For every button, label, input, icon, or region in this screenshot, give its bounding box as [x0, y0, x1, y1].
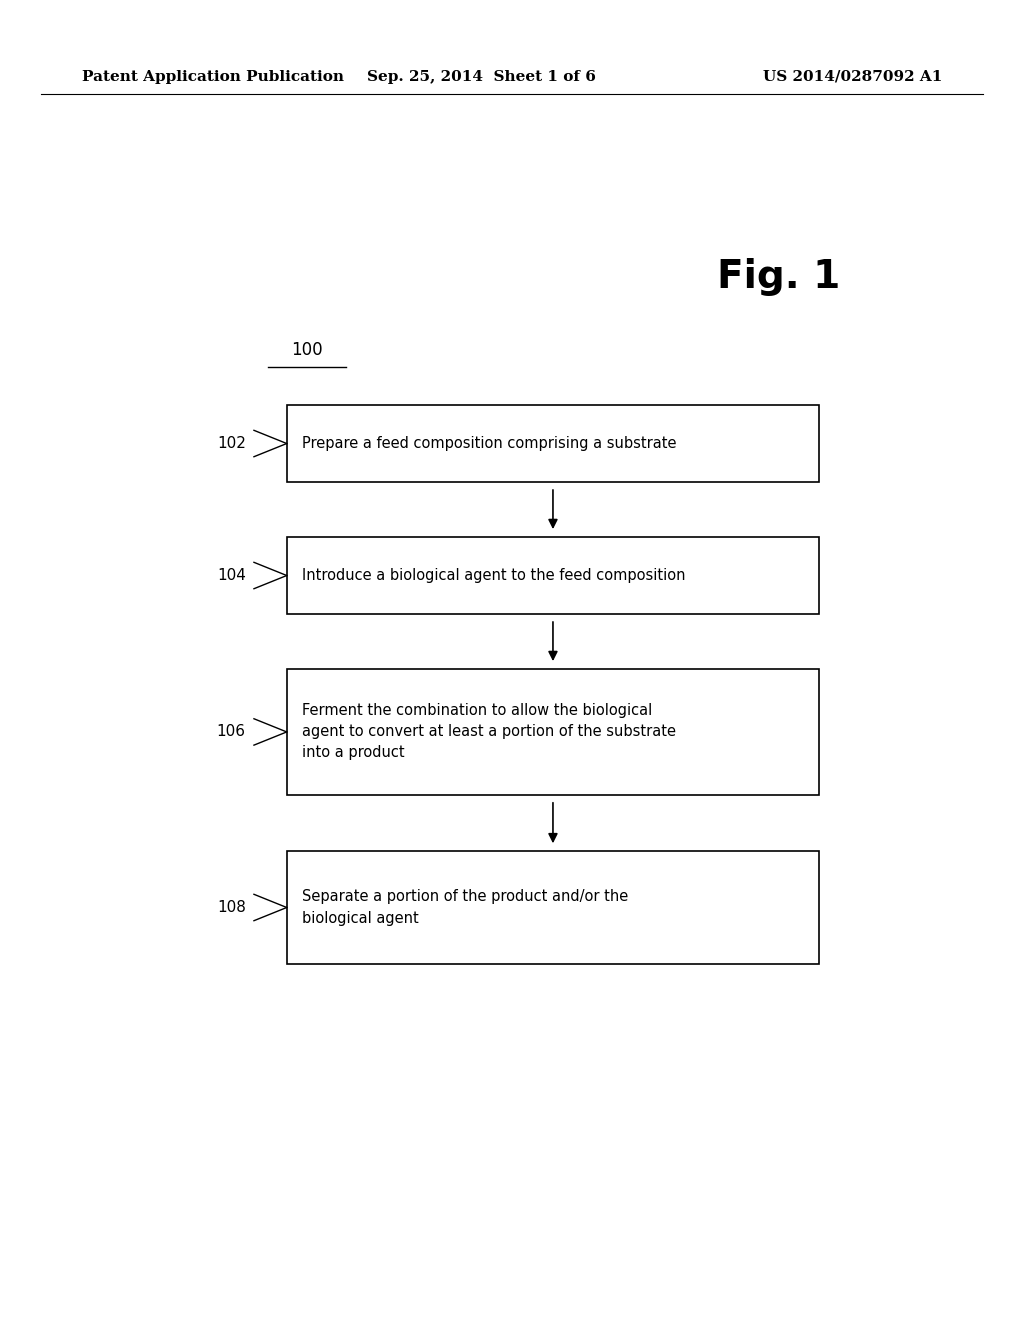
Text: US 2014/0287092 A1: US 2014/0287092 A1: [763, 70, 942, 83]
FancyBboxPatch shape: [287, 537, 819, 614]
Text: Introduce a biological agent to the feed composition: Introduce a biological agent to the feed…: [302, 568, 686, 583]
Text: 102: 102: [217, 436, 246, 451]
Text: 108: 108: [217, 900, 246, 915]
Text: Prepare a feed composition comprising a substrate: Prepare a feed composition comprising a …: [302, 436, 677, 451]
Text: Ferment the combination to allow the biological
agent to convert at least a port: Ferment the combination to allow the bio…: [302, 704, 676, 760]
FancyBboxPatch shape: [287, 405, 819, 482]
Text: 106: 106: [217, 725, 246, 739]
Text: 104: 104: [217, 568, 246, 583]
FancyBboxPatch shape: [287, 669, 819, 795]
Text: Sep. 25, 2014  Sheet 1 of 6: Sep. 25, 2014 Sheet 1 of 6: [367, 70, 596, 83]
Text: Patent Application Publication: Patent Application Publication: [82, 70, 344, 83]
Text: Fig. 1: Fig. 1: [717, 259, 840, 296]
Text: 100: 100: [292, 341, 323, 359]
FancyBboxPatch shape: [287, 851, 819, 964]
Text: Separate a portion of the product and/or the
biological agent: Separate a portion of the product and/or…: [302, 890, 629, 925]
